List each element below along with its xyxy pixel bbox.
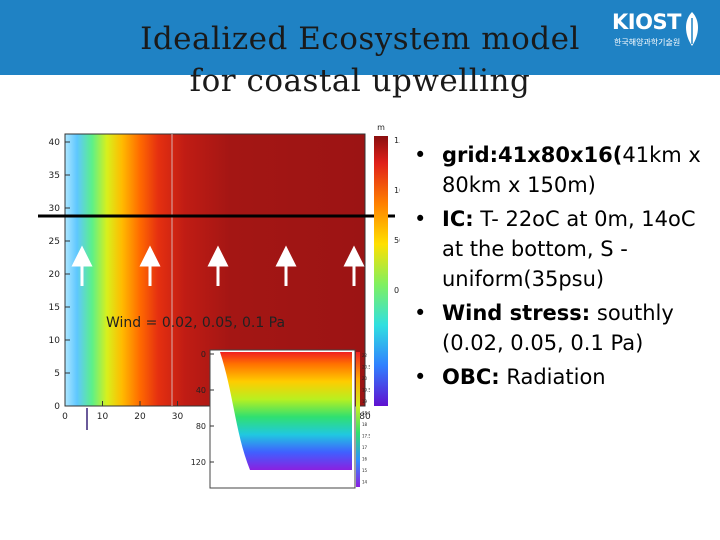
section-colorbar-tick-label: 14 [362, 480, 368, 485]
bullet-obc-text: Radiation [499, 365, 606, 389]
map-y-tick-label: 0 [54, 402, 60, 412]
bullet-ic-text: T- 22oC at 0m, 14oC at the bottom, S -un… [442, 207, 696, 291]
bullet-obc: OBC: Radiation [410, 362, 715, 392]
map-colorbar [374, 136, 388, 406]
map-x-tick-label: 0 [62, 412, 68, 422]
bullet-ic-label: IC: [442, 207, 474, 231]
map-y-tick-label: 30 [49, 204, 61, 214]
logo-text: KIOST [612, 10, 681, 34]
title-background [0, 75, 720, 120]
map-y-tick-label: 25 [49, 237, 60, 247]
section-y-tick-label: 80 [196, 422, 206, 431]
section-colorbar-tick-label: 20 [362, 376, 368, 381]
cross-section-plot: 0 40 80 120 22 20.5 20 19.5 19 18.5 18 17.5 17 16 15 1… [191, 349, 370, 489]
header-bar [0, 0, 720, 75]
map-colorbar-tick-label: 50 [394, 236, 400, 245]
map-x-tick-label: 80 [359, 412, 371, 422]
colorbar-unit: m [377, 123, 385, 132]
section-y-tick-label: 0 [201, 350, 206, 359]
bullet-wind-stress: Wind stress: southly (0.02, 0.05, 0.1 Pa… [410, 298, 715, 358]
map-y-tick-label: 35 [49, 171, 60, 181]
map-colorbar-tick-label: 0 [394, 286, 399, 295]
bullet-grid-text: 41km x 80km x 150m) [442, 143, 701, 197]
section-y-tick-label: 40 [196, 386, 206, 395]
section-colorbar-tick-label: 17.5 [362, 434, 370, 439]
section-colorbar-tick-label: 18 [362, 422, 368, 427]
bullet-list: grid:41x80x16(41km x 80km x 150m) IC: T-… [410, 140, 715, 396]
section-colorbar-tick-label: 19 [362, 399, 368, 404]
section-colorbar-tick-label: 20.5 [362, 365, 370, 370]
bullet-wind-stress-text: southly (0.02, 0.05, 0.1 Pa) [442, 301, 674, 355]
map-colorbar-tick-label: 150 [394, 136, 400, 145]
map-y-tick-label: 40 [49, 138, 61, 148]
section-y-tick-label: 120 [191, 458, 206, 467]
section-colorbar-tick-label: 17 [362, 445, 368, 450]
section-colorbar-tick-label: 15 [362, 468, 368, 473]
section-colorbar [356, 352, 360, 487]
bullet-wind-stress-label: Wind stress: [442, 301, 591, 325]
title-line-1: Idealized Ecosystem model [140, 21, 580, 57]
section-field [220, 352, 352, 470]
map-x-tick-label: 10 [97, 412, 109, 422]
kiost-logo: KIOST 한국해양과학기술원 [612, 10, 712, 58]
slide-title: Idealized Ecosystem model for coastal up… [0, 18, 720, 102]
section-colorbar-tick-label: 19.5 [362, 388, 370, 393]
section-colorbar-tick-label: 18.5 [362, 411, 370, 416]
map-colorbar-tick-label: 100 [394, 186, 400, 195]
map-y-tick-label: 15 [49, 303, 60, 313]
section-colorbar-tick-label: 22 [362, 353, 368, 358]
bullet-obc-label: OBC: [442, 365, 500, 389]
section-colorbar-tick-label: 16 [362, 457, 368, 462]
bullet-grid: grid:41x80x16(41km x 80km x 150m) [410, 140, 715, 200]
map-y-tick-label: 20 [49, 270, 61, 280]
wind-label: Wind = 0.02, 0.05, 0.1 Pa [106, 315, 286, 331]
map-x-tick-label: 30 [172, 412, 184, 422]
bullet-ic: IC: T- 22oC at 0m, 14oC at the bottom, S… [410, 204, 715, 294]
leaf-icon [686, 12, 698, 46]
map-y-tick-label: 5 [54, 369, 60, 379]
logo-subtitle: 한국해양과학기술원 [614, 38, 681, 47]
bullet-grid-label: grid:41x80x16( [442, 143, 623, 167]
map-y-tick-label: 10 [49, 336, 61, 346]
title-line-2: for coastal upwelling [189, 63, 531, 99]
map-x-tick-label: 20 [134, 412, 146, 422]
